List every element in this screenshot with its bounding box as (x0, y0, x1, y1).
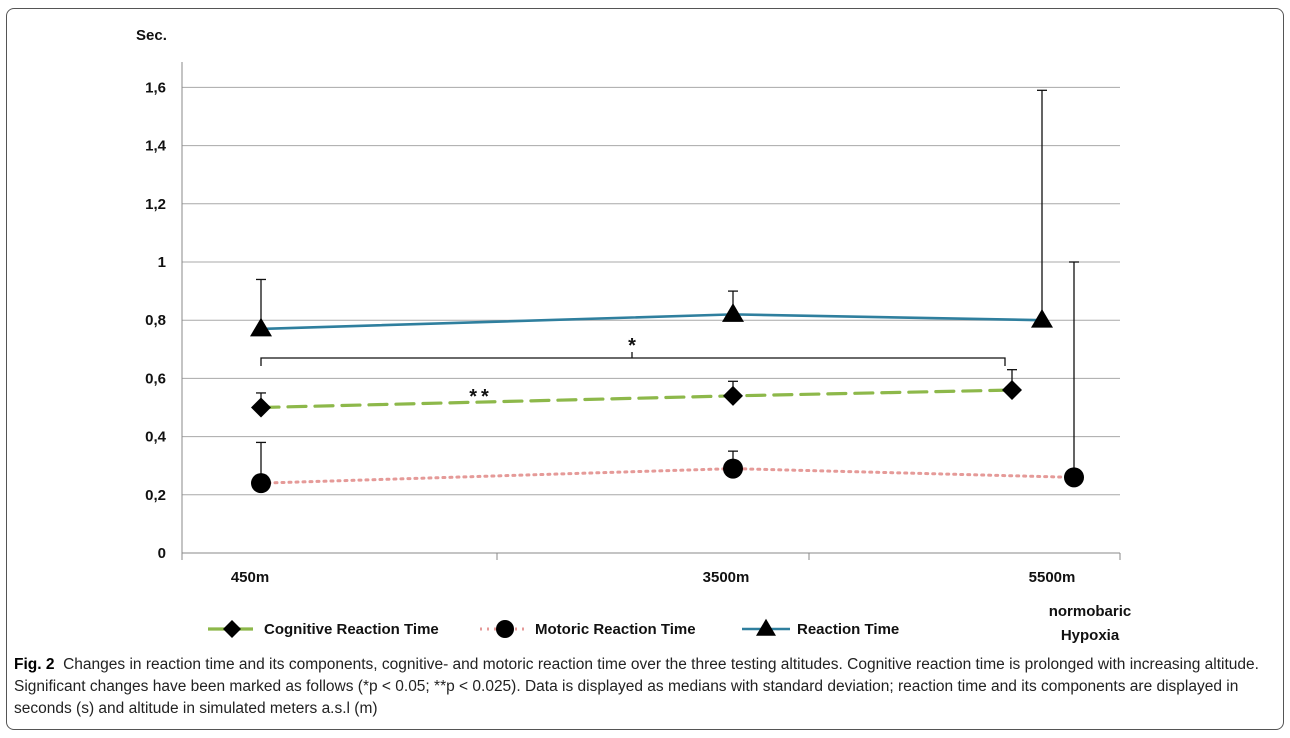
data-point (251, 473, 271, 494)
y-tick-label: 1 (158, 254, 166, 271)
legend-swatch-marker (223, 620, 241, 638)
data-point (1002, 380, 1022, 401)
caption-text: Changes in reaction time and its compone… (14, 656, 1259, 717)
data-point (1064, 467, 1084, 488)
significance-double-star: ** (469, 386, 493, 408)
data-point (250, 317, 272, 337)
legend-swatch-marker (496, 620, 514, 638)
series-line (259, 388, 1014, 410)
y-tick-label: 0,4 (145, 429, 167, 446)
y-tick-label: 1,6 (145, 79, 166, 96)
data-point (722, 303, 744, 322)
x-tick-label-extra: normobaric (1049, 603, 1132, 620)
data-point (1031, 308, 1053, 328)
significance-star: * (628, 335, 636, 357)
y-tick-label: 0,2 (145, 487, 166, 504)
data-point (723, 385, 743, 406)
data-point (723, 458, 743, 479)
legend-label: Reaction Time (797, 621, 899, 638)
legend-label: Cognitive Reaction Time (264, 621, 439, 638)
legend-label: Motoric Reaction Time (535, 621, 696, 638)
x-tick-label-extra: Hypoxia (1061, 627, 1120, 644)
chart: 0 0,2 0,4 0,6 0,8 1 1,2 1,4 1,6 Sec. 450m 3500m 5500… (136, 27, 1132, 644)
figure-frame (6, 8, 1284, 730)
series-line (259, 467, 1076, 485)
y-tick-label: 0,8 (145, 312, 166, 329)
caption-label: Fig. 2 (14, 656, 55, 673)
figure-caption: Fig. 2 Changes in reaction time and its … (14, 654, 1276, 720)
y-tick-label: 1,4 (145, 138, 167, 155)
significance-bracket (260, 352, 1006, 367)
y-tick-label: 0 (158, 545, 166, 562)
y-axis-label: Sec. (136, 27, 167, 44)
data-point (251, 397, 271, 418)
x-tick-label: 3500m (703, 569, 750, 586)
legend-swatch-marker (756, 618, 776, 636)
x-tick-label: 5500m (1029, 569, 1076, 586)
series-line (259, 313, 1044, 331)
y-tick-label: 0,6 (145, 370, 166, 387)
x-tick-label: 450m (231, 569, 269, 586)
y-tick-label: 1,2 (145, 196, 166, 213)
